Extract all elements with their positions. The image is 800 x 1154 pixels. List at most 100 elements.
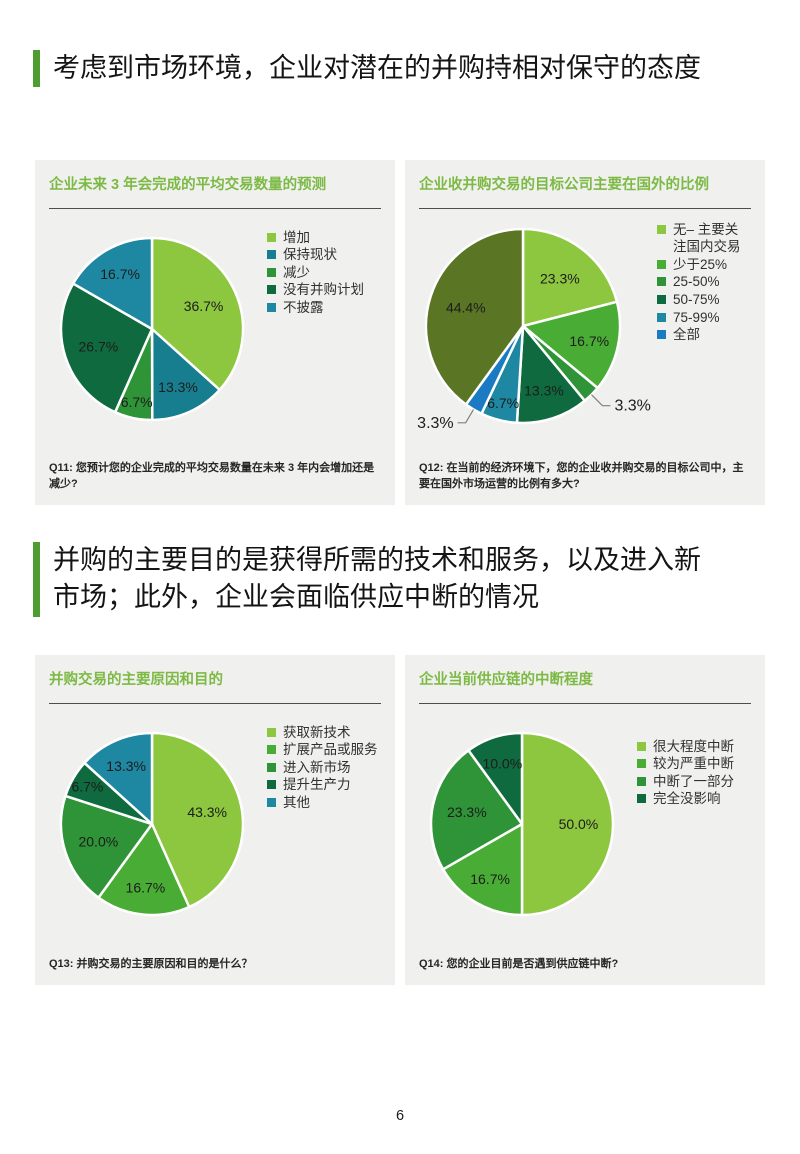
slice-label: 13.3% [524,382,564,398]
chart-legend: 获取新技术扩展产品或服务 进入新市场 提升生产力 其他 [267,708,381,828]
legend-label: 扩展产品或服务 [283,742,378,758]
chart-title: 企业收并购交易的目标公司主要在国外的比例 [419,177,709,193]
pie-slice [520,731,615,917]
legend-marker [267,798,276,808]
section-heading: 并购的主要目的是获得所需的技术和服务，以及进入新市场；此外，企业会面临供应中断的… [53,545,701,613]
legend-item: 不披露 [267,299,381,317]
legend-item: 中断了一部分 [637,773,751,791]
legend-label: 少于25% [673,256,728,272]
legend-label: 没有并购计划 [283,282,364,298]
legend-marker [267,727,276,737]
chart-panel-row-1: 企业未来 3 年会完成的平均交易数量的预测 36.7% 13.3% 6.7% 26.7%… [35,160,765,505]
label-leader-line [591,394,611,407]
pie-slice [424,227,525,406]
legend-marker [637,776,646,786]
slice-label: 26.7% [79,338,119,354]
slice-label: 13.3% [106,758,146,774]
legend-label: 很大程度中断 [653,738,734,754]
legend-label: 其他 [283,795,310,811]
legend-label: 50-75% [673,292,720,308]
chart-panel-row-2: 并购交易的主要原因和目的 43.3% 16.7% 20.0% 6.7% 13.3% 获取新技… [35,655,765,985]
slice-label: 43.3% [187,804,227,820]
slice-label: 50.0% [559,816,599,832]
page-number: 6 [395,1108,405,1124]
slice-label: 6.7% [71,778,103,794]
question-caption: Q11: 您预计您的企业完成的平均交易数量在未来 3 年内会增加还是减少? [49,462,375,490]
section-heading-block-1: 考虑到市场环境，企业对潜在的并购持相对保守的态度 [33,50,738,88]
legend-marker [657,277,666,287]
legend-item: 增加 [267,229,381,247]
slice-callout-label: 3.3% [417,415,453,432]
legend-item: 全部 [657,326,751,344]
legend-marker [267,780,276,790]
legend-label: 进入新市场 [283,759,351,775]
legend-marker [657,330,666,340]
pie-chart: 36.7% 13.3% 6.7% 26.7% 16.7% [59,236,245,422]
legend-item: 无– 主要关注国内交易 [657,221,751,256]
legend-label: 25-50% [673,274,720,290]
question-caption: Q12: 在当前的经济环境下，您的企业收并购交易的目标公司中，主要在国外市场运营… [419,462,744,490]
legend-label: 较为严重中断 [653,756,734,772]
pie-slice [59,282,154,414]
legend-label: 全部 [673,327,700,343]
legend-item: 扩展产品或服务 [267,741,381,759]
legend-item: 获取新技术 [267,724,381,742]
legend-item: 25-50% [657,273,751,291]
section-heading: 考虑到市场环境，企业对潜在的并购持相对保守的态度 [53,53,701,83]
divider [419,702,751,704]
legend-label: 75-99% [673,309,720,325]
legend-item: 没有并购计划 [267,281,381,299]
slice-callout-label: 3.3% [614,398,650,415]
pie-slice [467,731,524,826]
legend-label: 保持现状 [283,247,337,263]
slice-label: 6.7% [487,395,519,411]
legend-marker [657,295,666,305]
divider [49,702,381,704]
legend-label: 完全没影响 [653,791,721,807]
legend-marker [267,303,276,313]
legend-label: 中断了一部分 [653,773,734,789]
slice-label: 16.7% [100,266,140,282]
pie-slice [150,327,221,422]
chart-title: 企业未来 3 年会完成的平均交易数量的预测 [49,177,327,193]
chart-panel: 并购交易的主要原因和目的 43.3% 16.7% 20.0% 6.7% 13.3% 获取新技… [35,655,395,985]
legend-label: 获取新技术 [283,724,351,740]
legend-marker [267,285,276,295]
section-heading-block-2: 并购的主要目的是获得所需的技术和服务，以及进入新市场；此外，企业会面临供应中断的… [33,542,738,617]
legend-marker [657,224,666,234]
legend-label: 减少 [283,264,310,280]
slice-label: 16.7% [569,333,609,349]
slice-label: 44.4% [446,299,486,315]
chart-area: 50.0% 16.7% 23.3% 10.0% 很大程度中断 较为严重中断 中断了一部分 完全… [419,708,751,940]
legend-marker [637,794,646,804]
legend-item: 50-75% [657,291,751,309]
divider [49,207,381,209]
chart-title: 企业当前供应链的中断程度 [419,672,593,688]
heading-accent-bar [33,50,40,88]
legend-label: 无– 主要关注国内交易 [673,221,741,255]
chart-legend: 无– 主要关注国内交易 少于25% 25-50% 50-75% 75-99% 全部 [657,213,751,358]
legend-item: 完全没影响 [637,790,751,808]
pie-slice [83,731,154,826]
legend-marker [267,232,276,242]
chart-area: 36.7% 13.3% 6.7% 26.7% 16.7% 增加 保持现状 减少 没有并购计划 不披… [49,213,381,445]
legend-marker [267,250,276,260]
divider [419,207,751,209]
question-caption: Q13: 并购交易的主要原因和目的是什么？ [49,957,253,970]
slice-label: 20.0% [78,833,118,849]
slice-label: 6.7% [121,394,153,410]
chart-legend: 增加保持现状 减少没有并购计划 不披露 [267,213,381,333]
chart-title: 并购交易的主要原因和目的 [49,672,223,688]
slice-label: 23.3% [540,270,580,286]
chart-legend: 很大程度中断 较为严重中断 中断了一部分 完全没影响 [637,708,751,838]
pie-slice [150,731,245,909]
chart-panel: 企业未来 3 年会完成的平均交易数量的预测 36.7% 13.3% 6.7% 26.7%… [35,160,395,505]
legend-item: 较为严重中断 [637,755,751,773]
legend-item: 提升生产力 [267,776,381,794]
pie-slice [441,822,524,917]
pie-slice [521,227,619,328]
pie-slice [71,236,154,331]
legend-marker [267,745,276,755]
label-leader-line [457,408,475,424]
legend-label: 增加 [283,229,310,245]
